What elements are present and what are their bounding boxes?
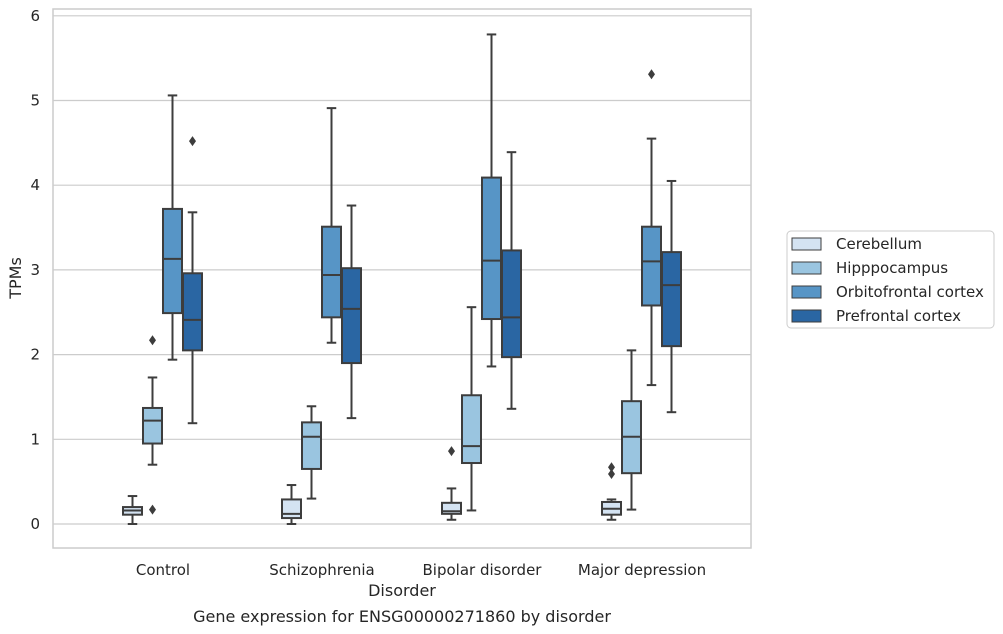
box-body [281,498,302,520]
outlier-point [149,335,156,346]
legend-swatch [791,285,822,299]
outlier-point [448,446,455,457]
x-tick-label: Schizophrenia [269,561,374,579]
outlier-point [608,462,615,473]
outlier-point [608,469,615,480]
box [501,151,522,410]
box [142,335,163,515]
legend-label: Cerebellum [836,235,922,253]
box-body [481,176,502,321]
chart-caption: Gene expression for ENSG00000271860 by d… [193,607,611,626]
y-tick-label: 3 [30,261,40,279]
outlier-point [189,136,196,147]
plot-frame [52,8,752,549]
box-body [341,267,362,365]
box [162,94,183,361]
box-body [461,394,482,465]
legend-swatch [791,261,822,275]
box [341,204,362,420]
legend-label: Orbitofrontal cortex [836,283,984,301]
outlier-point [149,504,156,515]
y-tick-label: 5 [30,92,40,110]
legend-swatch [791,309,822,323]
box-body [661,251,682,348]
box-body [501,249,522,359]
y-tick-label: 0 [30,515,40,533]
box-body [301,421,322,470]
legend-frame [786,230,995,329]
outlier-point [648,69,655,80]
box [481,33,502,368]
box [182,136,203,425]
x-tick-label: Major depression [578,561,706,579]
box [641,69,662,387]
box [441,446,462,521]
legend: Cerebellum Hipppocampus Orbitofrontal cort… [786,230,995,329]
y-tick-label: 1 [30,430,40,448]
x-tick-label: Control [136,561,190,579]
box-body [641,225,662,307]
box-body [321,225,342,319]
legend-label: Prefrontal cortex [836,307,961,325]
box-series [122,33,682,525]
box [621,349,642,511]
legend-label: Hipppocampus [836,259,948,277]
x-tick-labels: Control Schizophrenia Bipolar disorder Majo… [136,561,706,579]
legend-swatch [791,237,822,251]
y-tick-label: 6 [30,7,40,25]
box-body [441,501,462,515]
box [461,306,482,512]
box [601,462,622,521]
x-tick-label: Bipolar disorder [423,561,543,579]
y-tick-labels: 0 1 2 3 4 5 6 [30,7,40,533]
y-tick-label: 2 [30,346,40,364]
box [281,484,302,525]
y-axis-label: TPMs [6,257,25,300]
x-axis-label: Disorder [368,581,436,600]
box [661,179,682,414]
box [321,107,342,344]
box-body [182,272,203,352]
box [122,495,143,525]
box-body [162,207,183,315]
box [301,405,322,500]
box-body [142,406,163,445]
y-tick-label: 4 [30,176,40,194]
